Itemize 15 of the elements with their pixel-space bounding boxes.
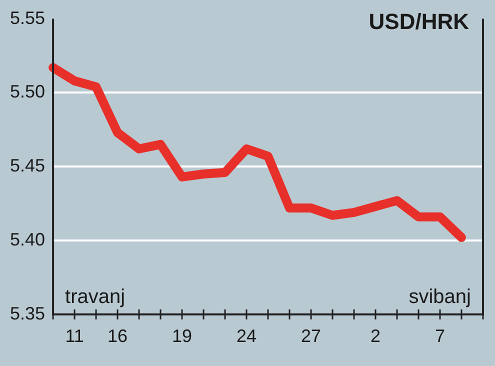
x-tick-label: 19 [172, 326, 192, 346]
y-tick-label: 5.35 [10, 303, 46, 324]
x-tick-label: 16 [108, 326, 128, 346]
y-tick-label: 5.50 [10, 82, 46, 102]
x-tick-label: 24 [236, 326, 257, 346]
x-tick-label: 11 [65, 326, 84, 346]
x-tick-label: 2 [370, 326, 381, 346]
x-tick-label: 27 [301, 326, 322, 346]
y-tick-label: 5.40 [10, 229, 46, 250]
x-tick-label: 7 [434, 326, 446, 346]
y-tick-label: 5.45 [10, 156, 46, 176]
annotation: travanj [65, 286, 126, 308]
chart-title: USD/HRK [368, 9, 470, 34]
annotation: svibanj [408, 286, 471, 308]
y-tick-label: 5.55 [10, 8, 46, 28]
